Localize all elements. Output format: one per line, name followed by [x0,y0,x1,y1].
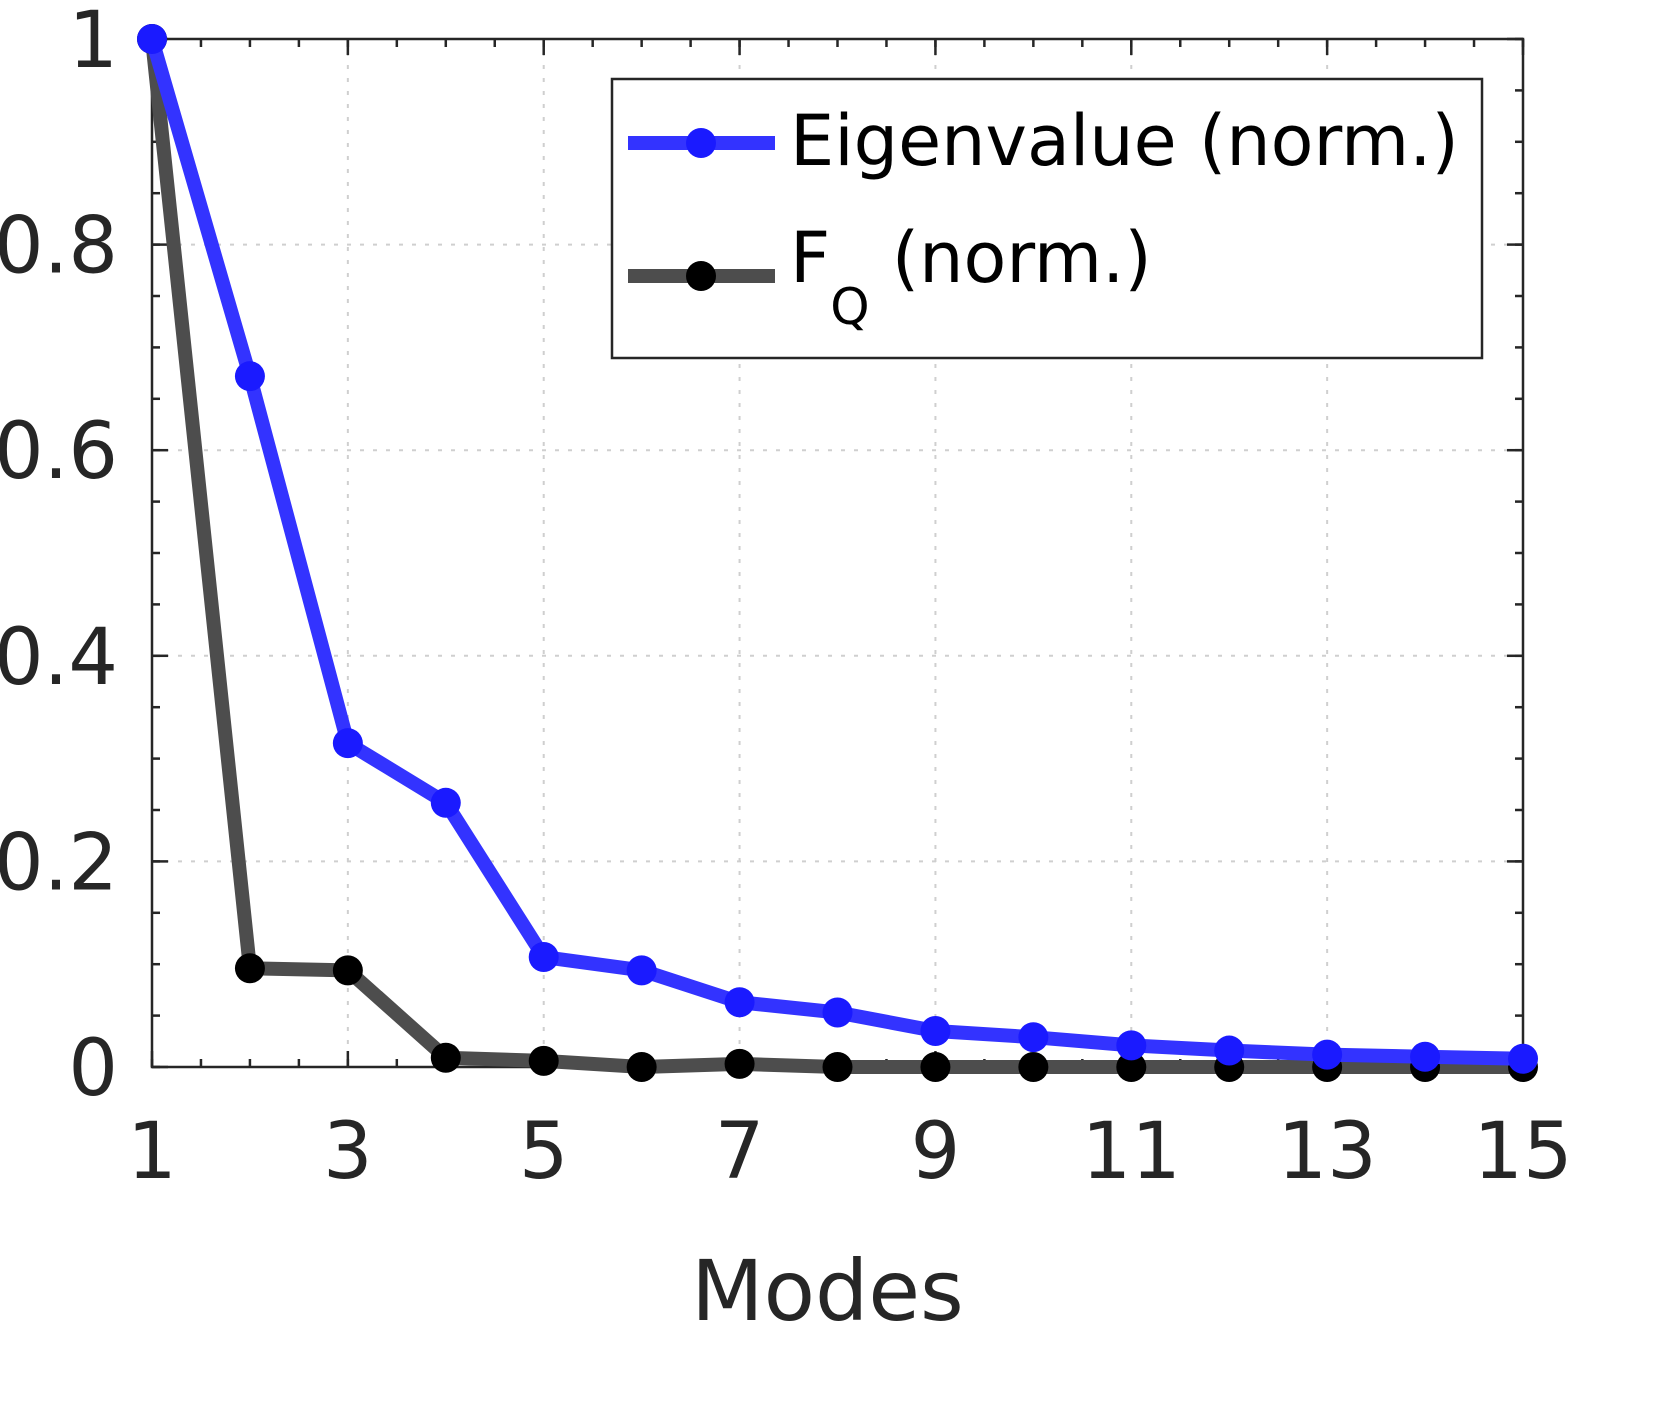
data-point [626,955,657,986]
legend-label-fq: FQ (norm.) [790,217,1152,336]
x-tick-label: 3 [323,1107,373,1197]
data-point [724,987,755,1018]
data-point [1018,1052,1049,1082]
x-tick-label: 15 [1473,1107,1572,1197]
y-tick-label: 0.8 [0,202,118,292]
legend-marker-eigenvalue [686,128,716,158]
x-tick-label: 13 [1278,1107,1377,1197]
data-point [528,942,559,973]
x-tick-label: 1 [127,1107,177,1197]
legend-label-fq-suffix: (norm.) [870,217,1152,299]
x-tick-labels: 1 3 5 7 9 11 13 15 [127,1107,1572,1197]
y-tick-label: 1 [68,0,118,86]
legend-label-eigenvalue: Eigenvalue (norm.) [790,100,1459,182]
data-point [1018,1022,1049,1053]
data-point [1410,1041,1441,1072]
y-tick-labels: 0 0.2 0.4 0.6 0.8 1 [0,0,118,1114]
data-point [822,997,853,1028]
series-1 [137,24,1538,1082]
y-tick-label: 0.6 [0,407,118,497]
data-point [1116,1030,1147,1061]
series-layer [137,24,1538,1082]
data-point [234,953,265,984]
x-tick-label: 7 [715,1107,765,1197]
legend-label-fq-subscript: Q [830,278,869,336]
data-point [1508,1043,1538,1074]
y-tick-label: 0.2 [0,818,118,908]
data-point [920,1052,951,1082]
x-axis-title: Modes [691,1242,964,1340]
x-tick-label: 9 [911,1107,961,1197]
data-point [1214,1035,1245,1066]
legend-marker-fq [686,261,716,291]
y-tick-label: 0.4 [0,613,118,703]
y-tick-label: 0 [68,1024,118,1114]
data-point [430,787,461,818]
series-0 [137,24,1538,1074]
legend-box [610,77,1484,360]
x-tick-label: 5 [519,1107,569,1197]
data-point [234,361,265,392]
legend-entry-eigenvalue: Eigenvalue (norm.) [628,100,1459,182]
legend-entry-fq: FQ (norm.) [628,217,1152,336]
data-point [920,1016,951,1047]
x-tick-label: 11 [1082,1107,1181,1197]
data-point [822,1052,853,1082]
data-point [724,1048,755,1079]
data-point [528,1045,559,1076]
data-point [332,728,363,759]
data-point [137,24,167,54]
data-point [626,1052,657,1082]
data-point [332,955,363,986]
legend: Eigenvalue (norm.) FQ (norm.) [610,77,1484,360]
data-point [1312,1039,1343,1070]
data-point [430,1042,461,1073]
data-point [1116,1052,1147,1082]
legend-label-fq-main: F [790,217,830,299]
